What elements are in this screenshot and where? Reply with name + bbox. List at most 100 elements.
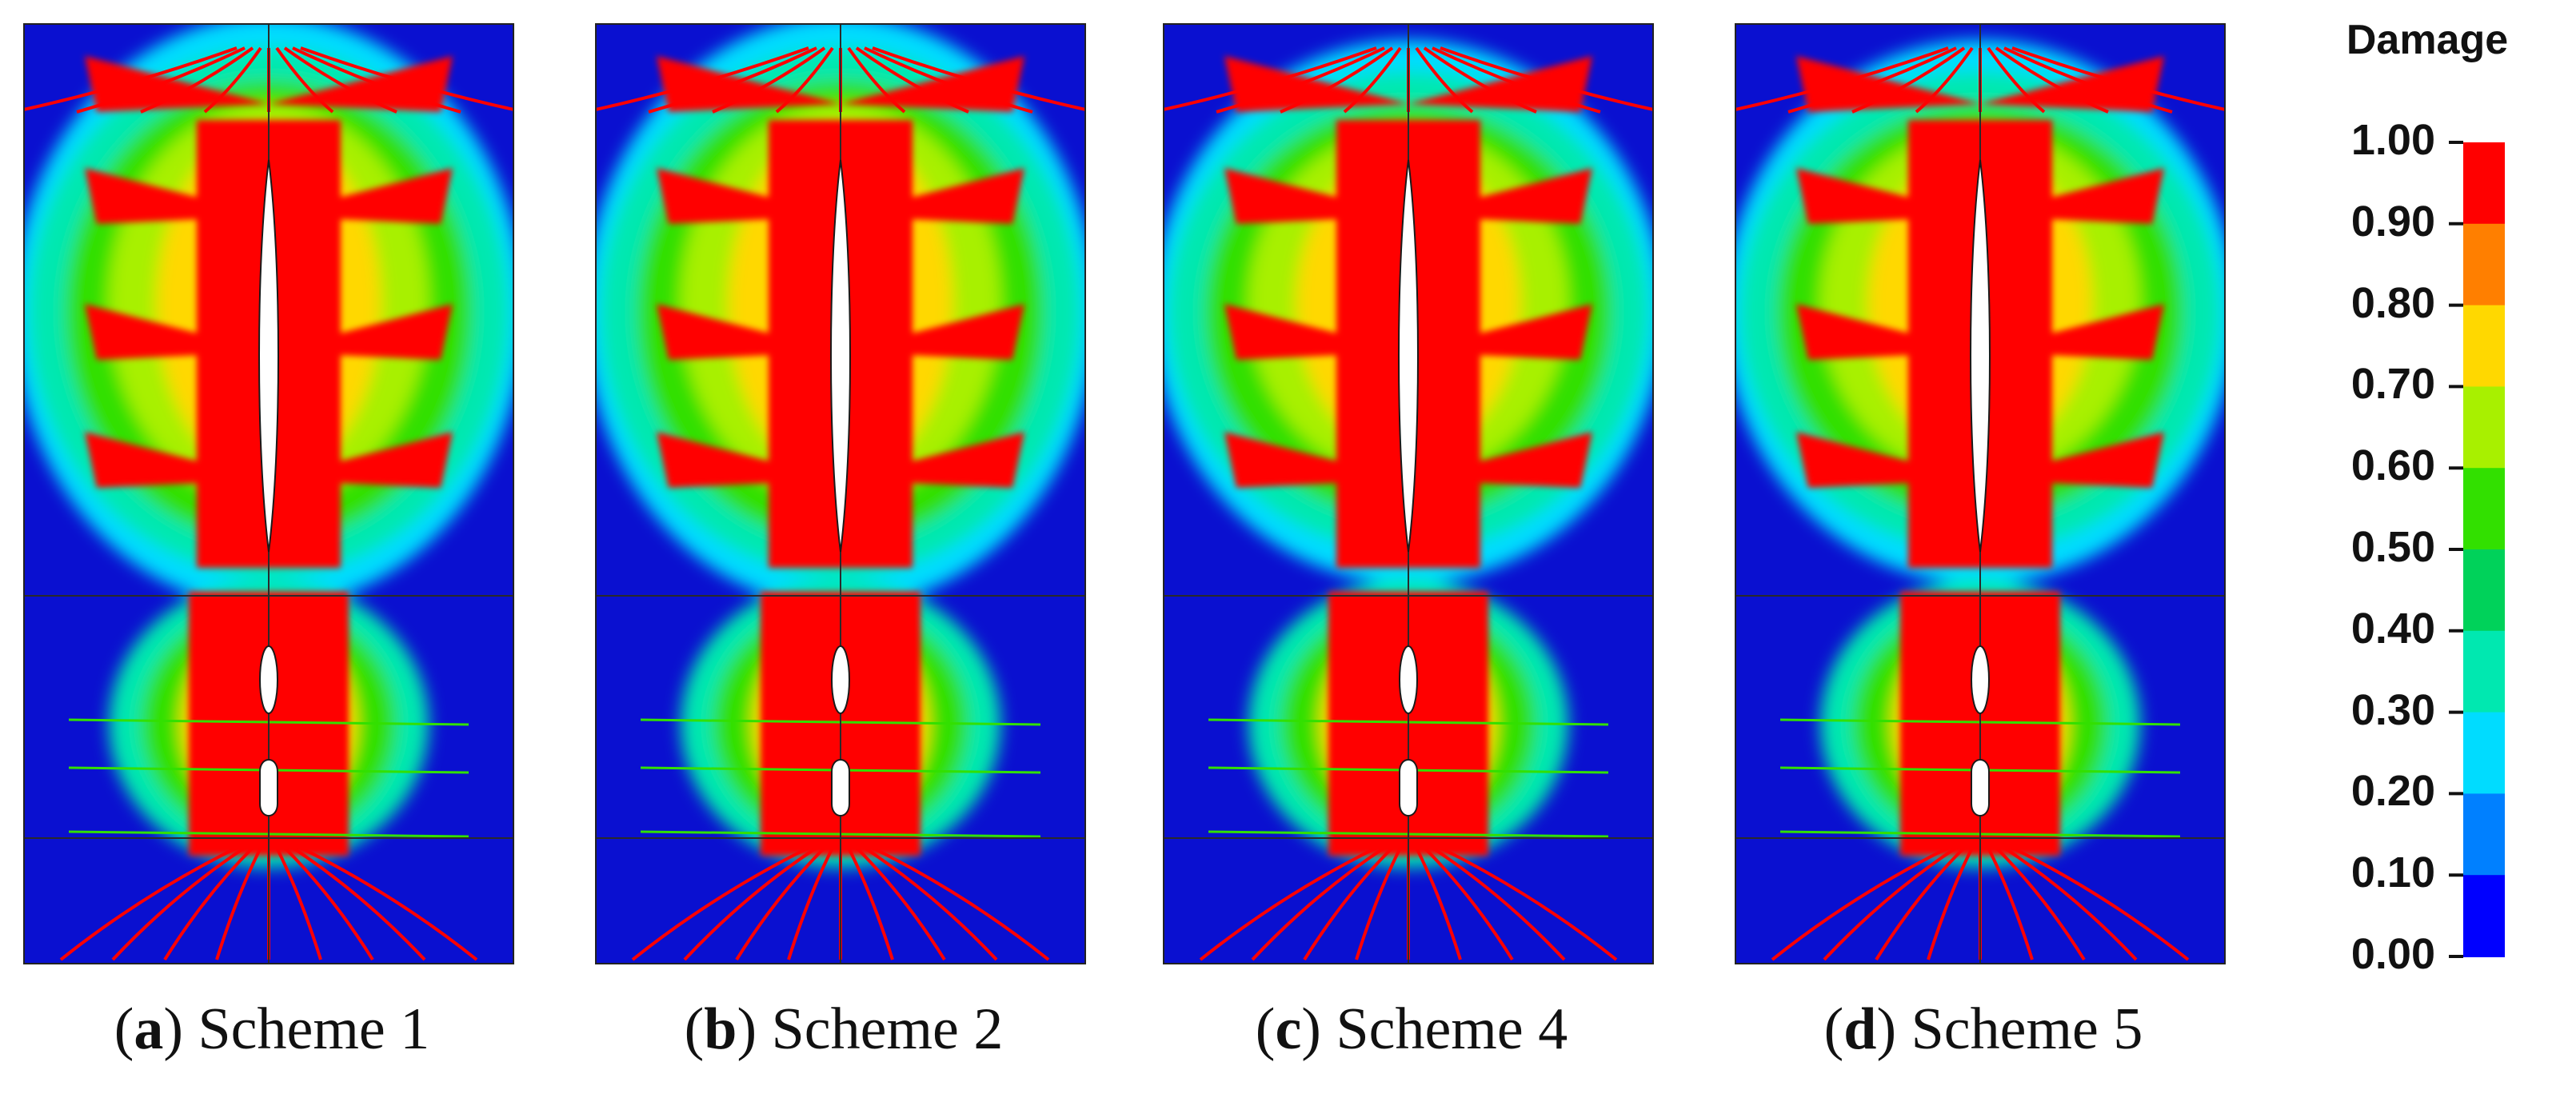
colorbar-segment bbox=[2463, 793, 2505, 876]
crack-band bbox=[85, 432, 269, 488]
crack-line bbox=[275, 46, 334, 114]
crack-line bbox=[1927, 847, 1974, 960]
borehole-lower bbox=[259, 759, 278, 817]
panel-b bbox=[595, 23, 1086, 964]
colorbar-segment bbox=[2463, 386, 2505, 469]
crack-band bbox=[657, 168, 841, 224]
colorbar-tick-label: 0.30 bbox=[2350, 685, 2435, 734]
crack-line bbox=[1735, 46, 1949, 111]
colorbar-segment bbox=[2463, 223, 2505, 306]
borehole-lower bbox=[1971, 759, 1990, 817]
crack-band bbox=[85, 304, 269, 360]
crack-line bbox=[1415, 46, 1474, 114]
colorbar-tick-label: 0.70 bbox=[2350, 360, 2435, 409]
crack-line bbox=[683, 846, 818, 961]
crack-line bbox=[1164, 46, 1377, 111]
crack-line bbox=[1303, 846, 1394, 961]
crack-band bbox=[1408, 304, 1592, 360]
panel-d bbox=[1735, 23, 2226, 964]
borehole-middle bbox=[259, 645, 278, 714]
crack-line bbox=[2011, 46, 2225, 111]
crack-line bbox=[847, 847, 894, 960]
crack-line bbox=[1440, 46, 1653, 111]
colorbar-tick-label: 0.60 bbox=[2350, 441, 2435, 490]
panel-frame bbox=[595, 23, 1086, 964]
crack-line bbox=[24, 46, 238, 111]
colorbar-tick-label: 0.90 bbox=[2350, 197, 2435, 246]
crack-band bbox=[1224, 168, 1408, 224]
borehole-lower bbox=[831, 759, 850, 817]
colorbar bbox=[2449, 141, 2505, 958]
crack-band bbox=[1224, 304, 1408, 360]
crack-line bbox=[283, 846, 374, 961]
colorbar-segment bbox=[2463, 549, 2505, 632]
crack-line bbox=[712, 46, 826, 114]
crack-band bbox=[269, 304, 453, 360]
crack-line bbox=[1415, 847, 1462, 960]
crack-line bbox=[140, 46, 254, 114]
borehole-middle bbox=[831, 645, 850, 714]
crack-line bbox=[291, 846, 426, 961]
crack-band bbox=[1408, 168, 1592, 224]
panels-layer bbox=[23, 23, 2226, 964]
crack-line bbox=[215, 847, 262, 960]
crack-band bbox=[1224, 56, 1408, 112]
caption-a: (a) Scheme 1 bbox=[114, 996, 430, 1062]
crack-line bbox=[1915, 46, 1974, 114]
crack-band bbox=[1408, 56, 1592, 112]
crack-line bbox=[59, 846, 238, 961]
crack-line bbox=[2003, 846, 2138, 961]
colorbar-tick-label: 0.40 bbox=[2350, 604, 2435, 653]
panel-frame bbox=[1163, 23, 1654, 964]
crack-line bbox=[1432, 46, 1601, 114]
caption-d: (d) Scheme 5 bbox=[1823, 996, 2143, 1062]
crack-line bbox=[1251, 846, 1386, 961]
colorbar-segment bbox=[2463, 142, 2505, 225]
crack-line bbox=[735, 846, 826, 961]
crack-line bbox=[163, 846, 254, 961]
crack-band bbox=[1980, 304, 2164, 360]
crack-band bbox=[1796, 56, 1980, 112]
crack-band bbox=[1980, 168, 2164, 224]
crack-band bbox=[657, 304, 841, 360]
crack-band bbox=[85, 168, 269, 224]
colorbar-segment bbox=[2463, 712, 2505, 795]
crack-band bbox=[269, 168, 453, 224]
crack-line bbox=[1875, 846, 1966, 961]
colorbar-tick-label: 1.00 bbox=[2350, 116, 2435, 164]
crack-line bbox=[1987, 847, 2034, 960]
colorbar-tick-label: 0.00 bbox=[2350, 930, 2435, 978]
crack-line bbox=[1995, 46, 2109, 114]
panel-a bbox=[23, 23, 514, 964]
crack-line bbox=[76, 46, 246, 114]
crack-band bbox=[1796, 168, 1980, 224]
borehole-upper bbox=[258, 159, 279, 553]
crack-band bbox=[1796, 432, 1980, 488]
crack-line bbox=[1440, 846, 1618, 961]
crack-band bbox=[1796, 304, 1980, 360]
crack-band bbox=[1980, 432, 2164, 488]
colorbar-tick-label: 0.10 bbox=[2350, 848, 2435, 897]
borehole-middle bbox=[1399, 645, 1418, 714]
crack-band bbox=[1224, 432, 1408, 488]
colorbar-segment bbox=[2463, 305, 2505, 388]
crack-line bbox=[787, 847, 834, 960]
crack-line bbox=[1431, 846, 1566, 961]
crack-line bbox=[1199, 846, 1377, 961]
crack-line bbox=[1355, 847, 1402, 960]
crack-line bbox=[203, 46, 262, 114]
panel-frame bbox=[1735, 23, 2226, 964]
crack-line bbox=[1343, 46, 1402, 114]
crack-line bbox=[1771, 846, 1949, 961]
crack-line bbox=[1280, 46, 1394, 114]
crack-line bbox=[300, 46, 513, 111]
crack-band bbox=[269, 56, 453, 112]
caption-b: (b) Scheme 2 bbox=[684, 996, 1004, 1062]
crack-band bbox=[841, 432, 1024, 488]
crack-line bbox=[631, 846, 809, 961]
crack-band bbox=[1408, 432, 1592, 488]
caption-c: (c) Scheme 4 bbox=[1255, 996, 1568, 1062]
colorbar-segment bbox=[2463, 875, 2505, 957]
